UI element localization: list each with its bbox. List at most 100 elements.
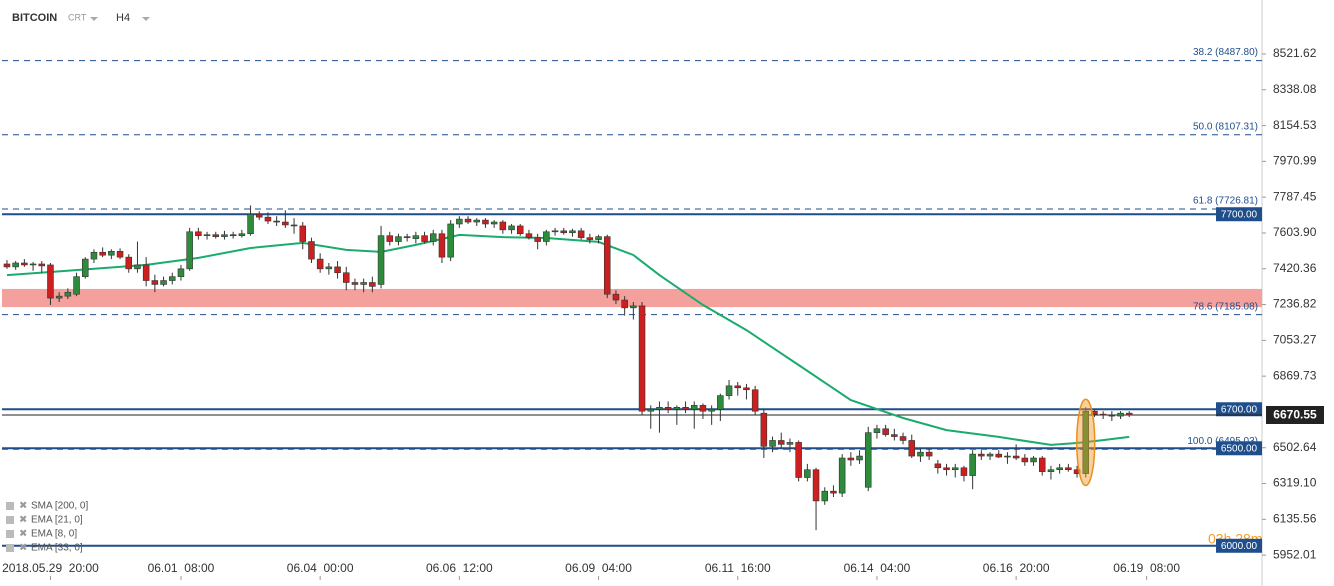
level-label-box (1216, 538, 1262, 553)
candle-body (1056, 467, 1063, 471)
candle-body (899, 436, 907, 441)
candle-body (12, 262, 19, 268)
y-tick-label: 5952.01 (1273, 547, 1317, 561)
candle-body (577, 230, 585, 238)
indicator-remove[interactable]: ✖ (19, 529, 27, 540)
symbol[interactable]: BITCOIN (12, 12, 57, 24)
candle-body (1030, 457, 1037, 463)
candle-body (708, 408, 715, 412)
candle-body (125, 256, 133, 270)
candle-body (47, 264, 54, 299)
indicator-icon[interactable] (6, 544, 14, 552)
candle-body (978, 453, 985, 457)
y-tick-label: 7420.36 (1273, 261, 1317, 275)
level-label-box (1216, 441, 1262, 456)
level-label-box (1216, 402, 1262, 417)
indicator-remove[interactable]: ✖ (19, 515, 27, 526)
indicator-label[interactable]: SMA [200, 0] (31, 501, 88, 512)
dropdown-arrow[interactable] (142, 17, 150, 21)
candle-body (360, 282, 367, 285)
candle-body (108, 250, 115, 256)
candle-body (395, 236, 402, 242)
y-tick-label: 6135.56 (1273, 512, 1317, 526)
candle-body (73, 276, 80, 295)
indicator-label[interactable]: EMA [21, 0] (31, 515, 83, 526)
dropdown-arrow[interactable] (90, 17, 98, 21)
instrument-type[interactable]: CRT (68, 12, 87, 22)
candle-body (195, 231, 202, 236)
candle-body (534, 237, 541, 242)
candle-body (769, 440, 776, 447)
candle-body (734, 385, 742, 389)
y-tick-label: 7236.82 (1273, 297, 1317, 311)
candle-body (560, 230, 568, 234)
candle-body (682, 407, 689, 410)
candle-body (334, 266, 341, 274)
candle-body (1108, 414, 1116, 417)
candle-body (3, 263, 11, 268)
candle-body (525, 233, 533, 238)
candle-body (917, 451, 924, 457)
candle-body (412, 235, 420, 239)
candle-body (403, 236, 411, 238)
indicator-remove[interactable]: ✖ (19, 543, 27, 554)
candle-body (151, 280, 159, 285)
x-tick-label: 06.11 16:00 (705, 561, 771, 575)
candle-body (255, 213, 263, 218)
candle-body (421, 235, 428, 242)
candle-body (1117, 412, 1124, 417)
candle-body (142, 264, 150, 281)
candle-body (630, 305, 637, 309)
candle-body (177, 268, 185, 277)
candle-body (569, 230, 576, 234)
candle-body (934, 463, 942, 469)
x-tick-label: 06.01 08:00 (148, 561, 215, 575)
candle-body (499, 221, 507, 231)
candle-body (456, 218, 463, 225)
candle-body (995, 453, 1003, 458)
candle-body (647, 408, 655, 412)
y-tick-label: 6319.10 (1273, 476, 1317, 490)
candle-body (847, 457, 855, 461)
indicator-remove[interactable]: ✖ (19, 501, 27, 512)
candle-body (429, 233, 437, 242)
candle-body (308, 241, 315, 260)
indicator-icon[interactable] (6, 502, 14, 510)
level-label: 6500.00 (1221, 443, 1258, 454)
candle-body (203, 234, 211, 237)
candle-body (1012, 455, 1020, 459)
candle-body (873, 428, 881, 433)
x-tick-label: 06.14 04:00 (844, 561, 911, 575)
candle-body (325, 266, 333, 270)
y-tick-label: 7787.45 (1273, 189, 1317, 203)
candle-body (1047, 469, 1055, 472)
candle-body (795, 442, 802, 478)
candle-body (377, 235, 385, 285)
candle-body (168, 276, 176, 281)
highlight (1075, 398, 1096, 487)
candle-body (264, 216, 272, 222)
y-tick-label: 6869.73 (1273, 368, 1317, 382)
fib-label: 61.8 (7726.81) (1193, 196, 1258, 207)
candle-body (99, 251, 106, 256)
fib-label: 78.6 (7185.08) (1193, 301, 1258, 312)
candle-body (1065, 467, 1072, 471)
candle-body (838, 457, 846, 494)
candle-body (1004, 455, 1011, 458)
fib-label: 38.2 (8487.80) (1193, 47, 1258, 58)
candle-body (612, 293, 620, 301)
indicator-label[interactable]: EMA [33, 0] (31, 543, 83, 554)
y-tick-label: 8521.62 (1273, 46, 1317, 60)
candle-body (351, 282, 359, 285)
indicator-icon[interactable] (6, 530, 14, 538)
timeframe[interactable]: H4 (116, 12, 130, 24)
candle-body (273, 220, 280, 223)
x-tick-label: 06.06 12:00 (426, 561, 493, 575)
candle-body (664, 407, 672, 410)
y-tick-label: 6502.64 (1273, 440, 1317, 454)
indicator-icon[interactable] (6, 516, 14, 524)
candle-body (342, 272, 350, 283)
candle-body (316, 258, 324, 270)
indicator-label[interactable]: EMA [8, 0] (31, 529, 77, 540)
candle-body (821, 490, 829, 502)
